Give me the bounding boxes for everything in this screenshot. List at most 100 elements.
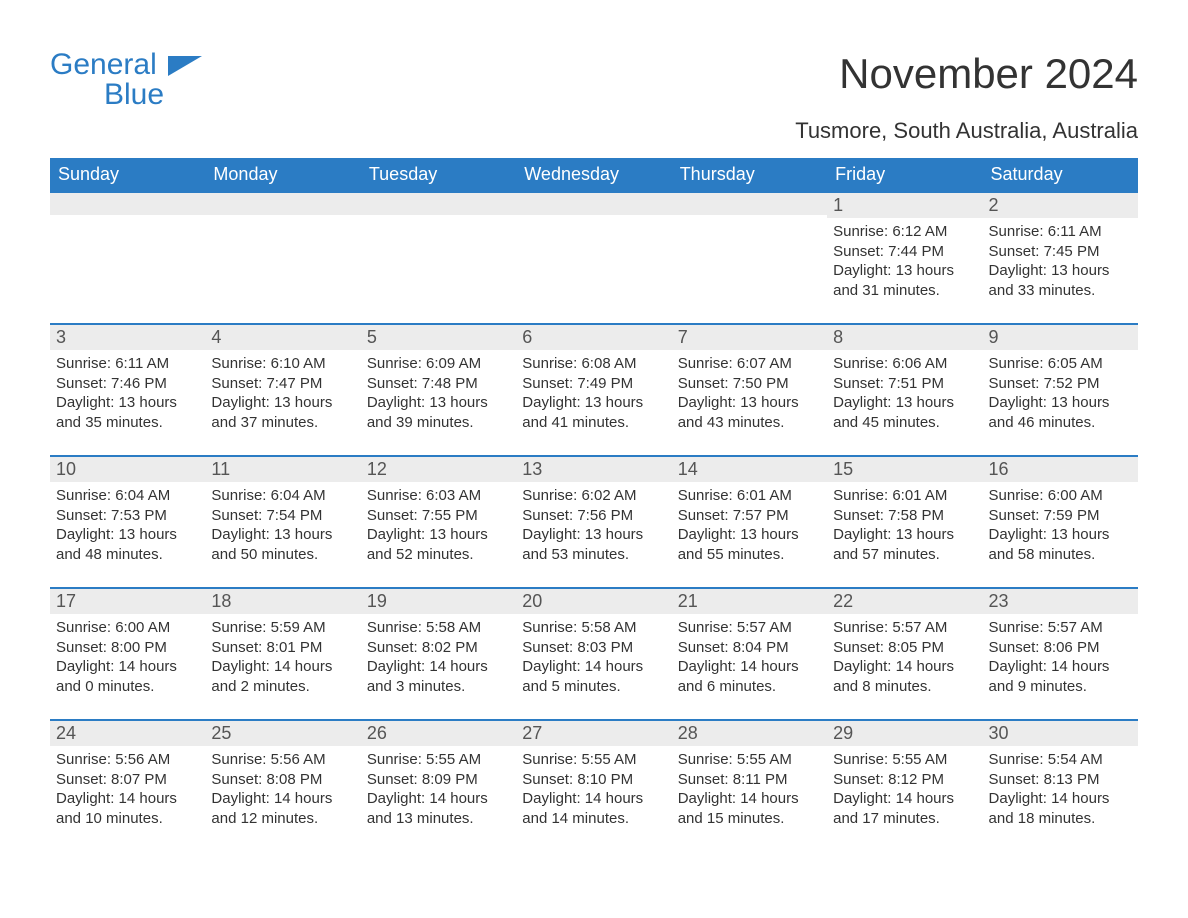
- day-details: Sunrise: 6:00 AMSunset: 7:59 PMDaylight:…: [983, 482, 1138, 570]
- empty-day-band: [672, 191, 827, 215]
- daylight-label: Daylight:: [678, 394, 736, 411]
- brand-flag-icon: [168, 56, 202, 76]
- daylight: Daylight: 14 hours and 12 minutes.: [211, 789, 354, 828]
- daylight: Daylight: 14 hours and 15 minutes.: [678, 789, 821, 828]
- sunset-value: 8:03 PM: [577, 639, 633, 656]
- calendar-week-row: 10Sunrise: 6:04 AMSunset: 7:53 PMDayligh…: [50, 455, 1138, 587]
- sunset: Sunset: 7:59 PM: [989, 506, 1132, 526]
- sunset-label: Sunset:: [56, 507, 107, 524]
- sunrise: Sunrise: 6:10 AM: [211, 354, 354, 374]
- sunrise-value: 6:01 AM: [892, 487, 947, 504]
- daylight-label: Daylight:: [989, 790, 1047, 807]
- sunset-value: 7:51 PM: [888, 375, 944, 392]
- day-details: Sunrise: 6:04 AMSunset: 7:53 PMDaylight:…: [50, 482, 205, 570]
- sunrise-value: 6:06 AM: [892, 355, 947, 372]
- weekday-header: Friday: [827, 158, 982, 191]
- day-number: 6: [516, 323, 671, 350]
- day-number: 23: [983, 587, 1138, 614]
- sunrise-label: Sunrise:: [211, 355, 266, 372]
- sunset-value: 8:10 PM: [577, 771, 633, 788]
- daylight-label: Daylight:: [833, 394, 891, 411]
- sunrise-label: Sunrise:: [678, 355, 733, 372]
- daylight-label: Daylight:: [211, 658, 269, 675]
- daylight: Daylight: 13 hours and 55 minutes.: [678, 525, 821, 564]
- daylight-label: Daylight:: [367, 658, 425, 675]
- sunrise: Sunrise: 5:59 AM: [211, 618, 354, 638]
- sunrise-label: Sunrise:: [989, 751, 1044, 768]
- brand-word2: Blue: [104, 80, 164, 110]
- sunrise: Sunrise: 5:54 AM: [989, 750, 1132, 770]
- calendar-day-cell: 14Sunrise: 6:01 AMSunset: 7:57 PMDayligh…: [672, 455, 827, 587]
- sunset-label: Sunset:: [678, 507, 729, 524]
- sunrise: Sunrise: 6:07 AM: [678, 354, 821, 374]
- day-details: Sunrise: 6:12 AMSunset: 7:44 PMDaylight:…: [827, 218, 982, 306]
- sunrise: Sunrise: 6:11 AM: [56, 354, 199, 374]
- calendar-day-cell: 28Sunrise: 5:55 AMSunset: 8:11 PMDayligh…: [672, 719, 827, 851]
- sunset-value: 8:08 PM: [266, 771, 322, 788]
- sunset-label: Sunset:: [211, 639, 262, 656]
- weekday-header: Tuesday: [361, 158, 516, 191]
- sunrise-value: 6:09 AM: [426, 355, 481, 372]
- sunset-value: 8:13 PM: [1044, 771, 1100, 788]
- daylight: Daylight: 13 hours and 35 minutes.: [56, 393, 199, 432]
- day-details: Sunrise: 5:55 AMSunset: 8:12 PMDaylight:…: [827, 746, 982, 834]
- sunrise-label: Sunrise:: [367, 751, 422, 768]
- day-number: 30: [983, 719, 1138, 746]
- day-number: 22: [827, 587, 982, 614]
- day-details: Sunrise: 5:55 AMSunset: 8:11 PMDaylight:…: [672, 746, 827, 834]
- calendar-day-cell: 17Sunrise: 6:00 AMSunset: 8:00 PMDayligh…: [50, 587, 205, 719]
- day-number: 11: [205, 455, 360, 482]
- sunrise-label: Sunrise:: [833, 487, 888, 504]
- sunset-label: Sunset:: [989, 771, 1040, 788]
- sunrise-label: Sunrise:: [678, 487, 733, 504]
- sunrise-label: Sunrise:: [56, 751, 111, 768]
- sunrise: Sunrise: 5:57 AM: [989, 618, 1132, 638]
- daylight: Daylight: 13 hours and 53 minutes.: [522, 525, 665, 564]
- sunset: Sunset: 8:00 PM: [56, 638, 199, 658]
- sunset: Sunset: 7:56 PM: [522, 506, 665, 526]
- sunrise-label: Sunrise:: [833, 619, 888, 636]
- sunset-value: 8:07 PM: [111, 771, 167, 788]
- sunrise-label: Sunrise:: [56, 487, 111, 504]
- calendar-empty-cell: [672, 191, 827, 323]
- calendar-day-cell: 5Sunrise: 6:09 AMSunset: 7:48 PMDaylight…: [361, 323, 516, 455]
- sunrise-label: Sunrise:: [56, 355, 111, 372]
- sunset-value: 8:01 PM: [266, 639, 322, 656]
- sunset-value: 8:02 PM: [422, 639, 478, 656]
- day-details: Sunrise: 6:09 AMSunset: 7:48 PMDaylight:…: [361, 350, 516, 438]
- sunrise: Sunrise: 5:56 AM: [56, 750, 199, 770]
- sunrise-value: 5:55 AM: [737, 751, 792, 768]
- sunset: Sunset: 7:48 PM: [367, 374, 510, 394]
- sunset-label: Sunset:: [678, 375, 729, 392]
- sunset-value: 7:52 PM: [1044, 375, 1100, 392]
- sunrise-value: 5:58 AM: [581, 619, 636, 636]
- day-number: 2: [983, 191, 1138, 218]
- daylight-label: Daylight:: [522, 658, 580, 675]
- sunrise-value: 5:55 AM: [426, 751, 481, 768]
- calendar-day-cell: 18Sunrise: 5:59 AMSunset: 8:01 PMDayligh…: [205, 587, 360, 719]
- calendar-day-cell: 21Sunrise: 5:57 AMSunset: 8:04 PMDayligh…: [672, 587, 827, 719]
- daylight: Daylight: 13 hours and 37 minutes.: [211, 393, 354, 432]
- day-details: Sunrise: 5:57 AMSunset: 8:05 PMDaylight:…: [827, 614, 982, 702]
- calendar-day-cell: 23Sunrise: 5:57 AMSunset: 8:06 PMDayligh…: [983, 587, 1138, 719]
- sunrise: Sunrise: 6:06 AM: [833, 354, 976, 374]
- day-number: 14: [672, 455, 827, 482]
- sunset: Sunset: 7:44 PM: [833, 242, 976, 262]
- weekday-header: Thursday: [672, 158, 827, 191]
- day-number: 5: [361, 323, 516, 350]
- sunset-label: Sunset:: [989, 243, 1040, 260]
- sunrise-value: 5:55 AM: [892, 751, 947, 768]
- sunset-value: 7:57 PM: [733, 507, 789, 524]
- calendar-day-cell: 7Sunrise: 6:07 AMSunset: 7:50 PMDaylight…: [672, 323, 827, 455]
- sunset-label: Sunset:: [678, 771, 729, 788]
- daylight: Daylight: 14 hours and 5 minutes.: [522, 657, 665, 696]
- day-details: Sunrise: 6:04 AMSunset: 7:54 PMDaylight:…: [205, 482, 360, 570]
- daylight-label: Daylight:: [833, 526, 891, 543]
- sunset: Sunset: 7:55 PM: [367, 506, 510, 526]
- calendar-day-cell: 2Sunrise: 6:11 AMSunset: 7:45 PMDaylight…: [983, 191, 1138, 323]
- daylight: Daylight: 14 hours and 9 minutes.: [989, 657, 1132, 696]
- brand-logo: General Blue: [50, 50, 202, 110]
- calendar-day-cell: 27Sunrise: 5:55 AMSunset: 8:10 PMDayligh…: [516, 719, 671, 851]
- daylight: Daylight: 13 hours and 31 minutes.: [833, 261, 976, 300]
- sunset-label: Sunset:: [833, 639, 884, 656]
